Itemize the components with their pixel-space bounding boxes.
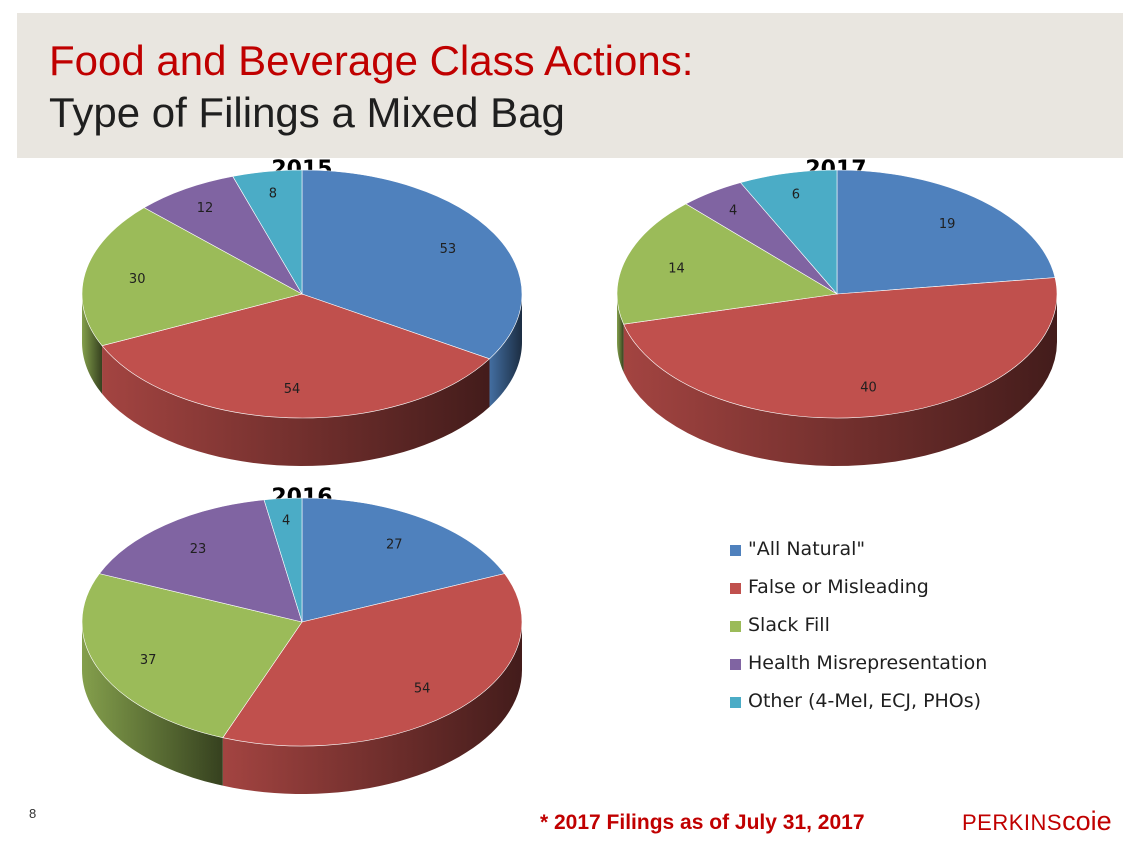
page-number: 8 <box>29 806 37 821</box>
data-label-health-misrepresentation: 12 <box>197 201 214 216</box>
slide-subtitle: Type of Filings a Mixed Bag <box>49 89 565 136</box>
pie-slice-slack-fill <box>616 203 838 325</box>
pie-slice-all-natural <box>301 497 506 623</box>
pie-slice-other <box>263 497 303 623</box>
pie-slice-health-misrepresentation <box>143 175 303 295</box>
data-label-other: 6 <box>792 188 800 203</box>
pie-side-false-or-misleading <box>102 345 490 466</box>
logo-text-perkins: PERKINS <box>962 810 1063 835</box>
data-label-other: 4 <box>282 514 290 529</box>
legend-label: False or Misleading <box>748 576 929 598</box>
legend-label: Other (4-MeI, ECJ, PHOs) <box>748 690 982 712</box>
pie-side-false-or-misleading <box>623 294 1057 466</box>
data-label-slack-fill: 37 <box>140 653 157 668</box>
pie-slice-all-natural <box>301 169 523 360</box>
pie-side-all-natural <box>489 294 522 407</box>
pie-slice-all-natural <box>836 169 1056 295</box>
data-label-slack-fill: 30 <box>129 272 146 287</box>
legend-swatch <box>730 697 741 708</box>
pie-slice-slack-fill <box>81 207 303 347</box>
legend-swatch <box>730 621 741 632</box>
data-label-false-or-misleading: 40 <box>860 381 877 396</box>
data-label-all-natural: 27 <box>386 537 403 552</box>
pie-slice-false-or-misleading <box>222 573 523 747</box>
pie-slice-other <box>739 169 838 295</box>
pie-slice-health-misrepresentation <box>98 499 303 623</box>
pie-side-slack-fill <box>82 622 223 786</box>
footnote: * 2017 Filings as of July 31, 2017 <box>540 811 865 834</box>
pie-slice-other <box>232 169 303 296</box>
legend-swatch <box>730 659 741 670</box>
pie-2017: 19 40 14 4 6 <box>616 169 1058 466</box>
logo-text-coie: coie <box>1062 806 1112 836</box>
legend-label: "All Natural" <box>748 538 866 560</box>
pie-slice-false-or-misleading <box>623 277 1058 419</box>
legend-label: Health Misrepresentation <box>748 652 988 674</box>
pie-2015: 53 54 30 12 8 <box>81 169 523 466</box>
perkins-coie-logo: PERKINScoie <box>962 806 1112 837</box>
data-label-other: 8 <box>269 186 277 201</box>
data-label-health-misrepresentation: 23 <box>190 542 207 557</box>
data-label-all-natural: 19 <box>939 217 956 232</box>
pie-slice-slack-fill <box>81 573 303 739</box>
legend-swatch <box>730 545 741 556</box>
pie-side-false-or-misleading <box>222 622 523 794</box>
legend-swatch <box>730 583 741 594</box>
data-label-false-or-misleading: 54 <box>284 382 301 397</box>
pie-slice-false-or-misleading <box>101 293 491 419</box>
slide-title: Food and Beverage Class Actions: <box>49 37 694 84</box>
data-label-slack-fill: 14 <box>668 262 685 277</box>
title-band <box>17 13 1123 158</box>
data-label-all-natural: 53 <box>440 242 457 257</box>
data-label-false-or-misleading: 54 <box>414 682 431 697</box>
pie-side-slack-fill <box>617 294 624 373</box>
data-label-health-misrepresentation: 4 <box>729 203 737 218</box>
pie-2016: 27 54 37 23 4 <box>81 497 523 794</box>
pie-side-slack-fill <box>82 294 103 394</box>
legend-label: Slack Fill <box>748 614 830 636</box>
